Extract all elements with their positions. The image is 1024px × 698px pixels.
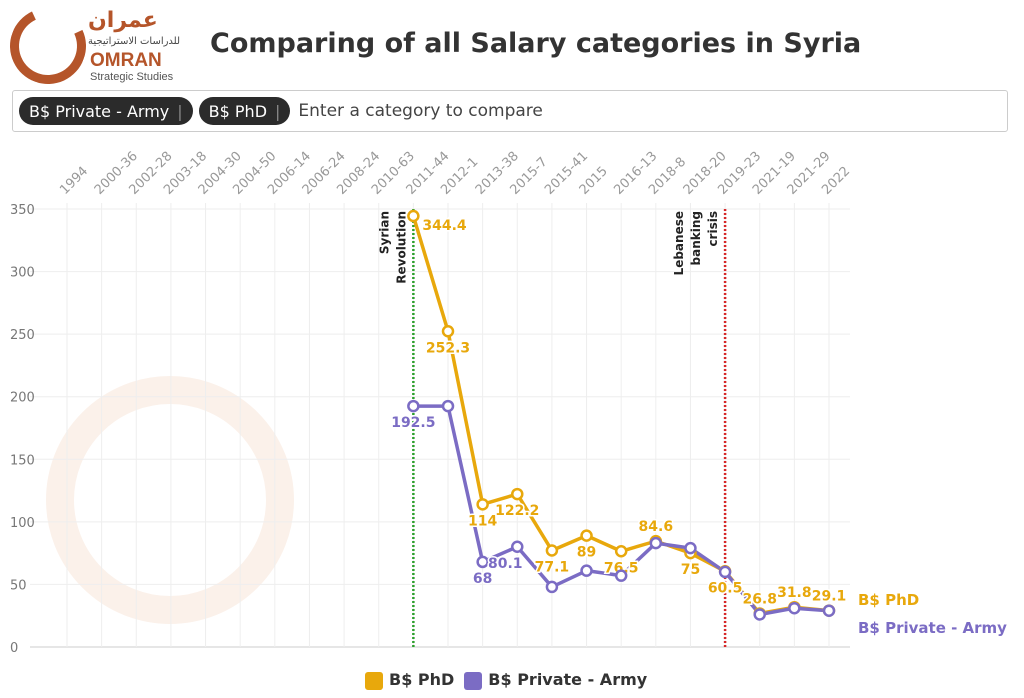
- y-tick-label: 250: [10, 328, 35, 343]
- data-label: 192.5: [391, 415, 435, 431]
- x-tick-label: 2022: [819, 164, 853, 198]
- watermark-ring-icon: [46, 376, 294, 624]
- series-end-label: B$ PhD: [858, 591, 919, 609]
- data-label: 68: [473, 571, 492, 587]
- y-tick-label: 350: [10, 203, 35, 218]
- chip-army[interactable]: B$ Private - Army |: [19, 97, 193, 125]
- data-point: [476, 555, 489, 569]
- data-point: [511, 540, 524, 554]
- data-label: 26.8: [742, 591, 777, 607]
- legend-label: B$ Private - Army: [488, 670, 648, 689]
- logo-sub: Strategic Studies: [90, 71, 174, 83]
- data-point: [614, 545, 628, 558]
- category-input[interactable]: [296, 100, 1007, 122]
- omran-logo: عمران للدراسات الاستراتيجية OMRAN Strate…: [0, 0, 198, 95]
- series-end-label: B$ Private - Army: [858, 619, 1007, 637]
- x-tick-label: 1994: [57, 164, 91, 198]
- data-point: [614, 569, 628, 582]
- annotation-label: Syrian: [377, 211, 391, 254]
- y-tick-label: 0: [10, 641, 18, 656]
- data-label: 114: [468, 513, 497, 529]
- data-point: [476, 498, 489, 511]
- logo-arabic-sub: للدراسات الاستراتيجية: [88, 36, 181, 47]
- legend-label: B$ PhD: [389, 670, 455, 689]
- data-point: [545, 580, 559, 594]
- data-label: 252.3: [426, 340, 470, 356]
- data-label: 80.1: [488, 556, 523, 572]
- data-label: 60.5: [708, 580, 743, 596]
- data-point: [545, 544, 559, 557]
- logo-ring-icon: [0, 0, 97, 95]
- legend-item-army[interactable]: B$ Private - Army: [464, 670, 647, 690]
- chip-remove-icon[interactable]: |: [177, 101, 183, 121]
- chip-label: B$ PhD: [208, 101, 268, 121]
- legend-swatch: [464, 671, 483, 690]
- legend-item-phd[interactable]: B$ PhD: [365, 670, 454, 690]
- data-label: 77.1: [535, 560, 570, 576]
- data-label: 76.5: [604, 560, 639, 576]
- data-label: 31.8: [777, 585, 812, 601]
- chip-label: B$ Private - Army: [29, 101, 170, 121]
- chip-remove-icon[interactable]: |: [275, 101, 281, 121]
- y-tick-label: 150: [10, 453, 35, 468]
- data-point: [580, 529, 593, 542]
- data-label: 344.4: [422, 218, 467, 234]
- data-point: [511, 487, 524, 501]
- annotation-label: Revolution: [394, 211, 408, 284]
- data-label: 84.6: [639, 519, 674, 535]
- annotation-label: Lebanese: [672, 211, 686, 275]
- data-point: [822, 604, 836, 617]
- data-label: 89: [577, 545, 596, 561]
- data-point: [441, 399, 455, 413]
- data-point: [441, 325, 455, 338]
- data-point: [788, 601, 801, 615]
- logo-name: OMRAN: [90, 50, 162, 71]
- data-label: 75: [681, 562, 700, 578]
- logo-arabic: عمران: [88, 8, 158, 33]
- page-title: Comparing of all Salary categories in Sy…: [210, 28, 862, 59]
- chip-phd[interactable]: B$ PhD |: [198, 97, 291, 125]
- legend: B$ PhD B$ Private - Army: [365, 670, 647, 690]
- data-point: [580, 564, 593, 577]
- data-point: [407, 209, 420, 223]
- annotation-label: crisis: [706, 211, 720, 247]
- data-label: 122.2: [495, 503, 539, 519]
- legend-swatch: [365, 671, 383, 690]
- data-point: [684, 541, 697, 555]
- y-tick-label: 100: [10, 516, 35, 531]
- category-search[interactable]: B$ Private - Army | B$ PhD |: [12, 90, 1008, 132]
- data-point: [649, 536, 663, 550]
- x-tick-label: 2015: [577, 164, 611, 198]
- data-point: [407, 399, 420, 413]
- y-tick-label: 200: [10, 391, 35, 406]
- data-label: 29.1: [812, 589, 847, 605]
- annotation-label: banking: [689, 211, 703, 265]
- data-point: [753, 608, 766, 621]
- y-tick-label: 300: [10, 266, 35, 281]
- data-point: [718, 565, 732, 579]
- y-tick-label: 50: [10, 578, 27, 593]
